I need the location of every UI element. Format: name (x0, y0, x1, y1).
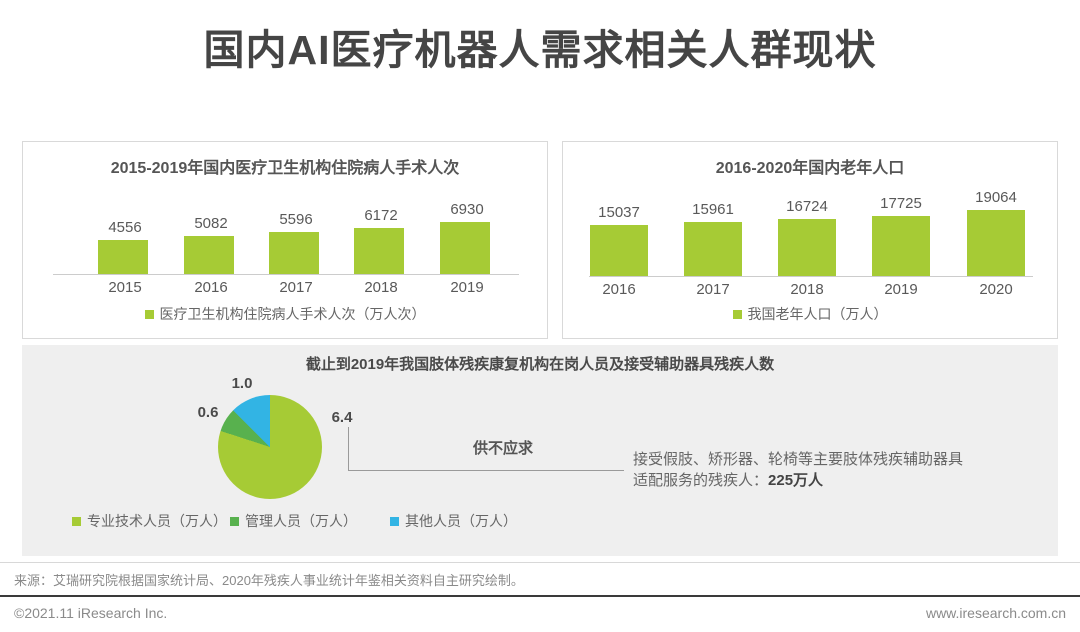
bar-value-label: 17725 (880, 195, 922, 212)
callout-connector-horizontal (348, 470, 624, 471)
chart-card-elderly: 2016-2020年国内老年人口 15037 15961 16724 17725… (562, 141, 1058, 339)
bar-2015 (98, 240, 148, 274)
legend-swatch-icon (230, 516, 239, 526)
bar-value-label: 15961 (692, 201, 734, 218)
x-tick: 2018 (790, 281, 824, 298)
bar-value-label: 6172 (364, 207, 398, 224)
legend-swatch-icon (144, 309, 154, 319)
pie-section-title: 截止到2019年我国肢体残疾康复机构在岗人员及接受辅助器具残疾人数 (305, 356, 775, 373)
source-divider (0, 562, 1080, 563)
bar-2020 (967, 210, 1025, 276)
bar-2019 (872, 216, 930, 276)
legend-label: 其他人员（万人） (405, 513, 517, 529)
bar-2019 (440, 222, 490, 274)
annotation-text: 接受假肢、矫形器、轮椅等主要肢体残疾辅助器具 适配服务的残疾人：225万人 (633, 449, 963, 491)
pie-value-other: 1.0 (231, 375, 253, 392)
legend-item-technical: 专业技术人员（万人） (72, 513, 227, 529)
pie-chart (218, 395, 322, 499)
x-tick: 2018 (364, 279, 398, 296)
page-title: 国内AI医疗机器人需求相关人群现状 (203, 27, 877, 73)
callout-connector-vertical (348, 427, 349, 470)
bar-2018 (354, 228, 404, 274)
x-tick: 2019 (450, 279, 484, 296)
bar-value-label: 5082 (194, 215, 228, 232)
x-axis (53, 274, 519, 275)
bar-2016 (590, 225, 648, 276)
chart-title-elderly: 2016-2020年国内老年人口 (715, 160, 905, 177)
bar-2016 (184, 236, 234, 274)
legend: 医疗卫生机构住院病人手术人次（万人次） (23, 304, 547, 324)
annotation-line1: 接受假肢、矫形器、轮椅等主要肢体残疾辅助器具 (633, 451, 964, 468)
bar-2017 (269, 232, 319, 274)
source-note: 来源：艾瑞研究院根据国家统计局、2020年残疾人事业统计年鉴相关资料自主研究绘制… (14, 573, 524, 588)
legend-label: 管理人员（万人） (245, 513, 357, 529)
footer-divider (0, 595, 1080, 597)
legend-label: 我国老年人口（万人） (747, 306, 888, 322)
legend-swatch-icon (390, 516, 399, 526)
x-tick: 2019 (884, 281, 918, 298)
legend-swatch-icon (732, 309, 742, 319)
bar-2017 (684, 222, 742, 276)
bar-value-label: 5596 (279, 211, 313, 228)
x-tick: 2015 (108, 279, 142, 296)
chart-card-surgeries: 2015-2019年国内医疗卫生机构住院病人手术人次 4556 5082 559… (22, 141, 548, 339)
pie-value-management: 0.6 (197, 404, 219, 421)
chart-title-surgeries: 2015-2019年国内医疗卫生机构住院病人手术人次 (110, 160, 460, 177)
bar-value-label: 4556 (108, 219, 142, 236)
bar-value-label: 19064 (975, 189, 1017, 206)
pie-section: 截止到2019年我国肢体残疾康复机构在岗人员及接受辅助器具残疾人数 1.0 0.… (22, 345, 1058, 556)
legend-swatch-icon (72, 516, 81, 526)
annotation-line2: 适配服务的残疾人： (633, 472, 769, 489)
legend-item-other: 其他人员（万人） (390, 513, 517, 529)
footer-website: www.iresearch.com.cn (925, 605, 1066, 621)
legend-label: 医疗卫生机构住院病人手术人次（万人次） (159, 306, 426, 322)
x-tick: 2016 (194, 279, 228, 296)
legend-label: 专业技术人员（万人） (87, 513, 227, 529)
annotation-highlight: 225万人 (768, 472, 824, 489)
bar-2018 (778, 219, 836, 276)
callout-label: 供不应求 (472, 440, 533, 457)
footer-copyright: ©2021.11 iResearch Inc. (14, 605, 168, 621)
bar-value-label: 16724 (786, 198, 828, 215)
x-tick: 2020 (979, 281, 1013, 298)
legend: 我国老年人口（万人） (563, 304, 1057, 324)
legend-item-management: 管理人员（万人） (230, 513, 357, 529)
x-tick: 2016 (602, 281, 636, 298)
bar-value-label: 15037 (598, 204, 640, 221)
bar-value-label: 6930 (450, 201, 484, 218)
pie-value-technical: 6.4 (331, 409, 353, 426)
x-tick: 2017 (696, 281, 730, 298)
x-axis (589, 276, 1033, 277)
x-tick: 2017 (279, 279, 313, 296)
